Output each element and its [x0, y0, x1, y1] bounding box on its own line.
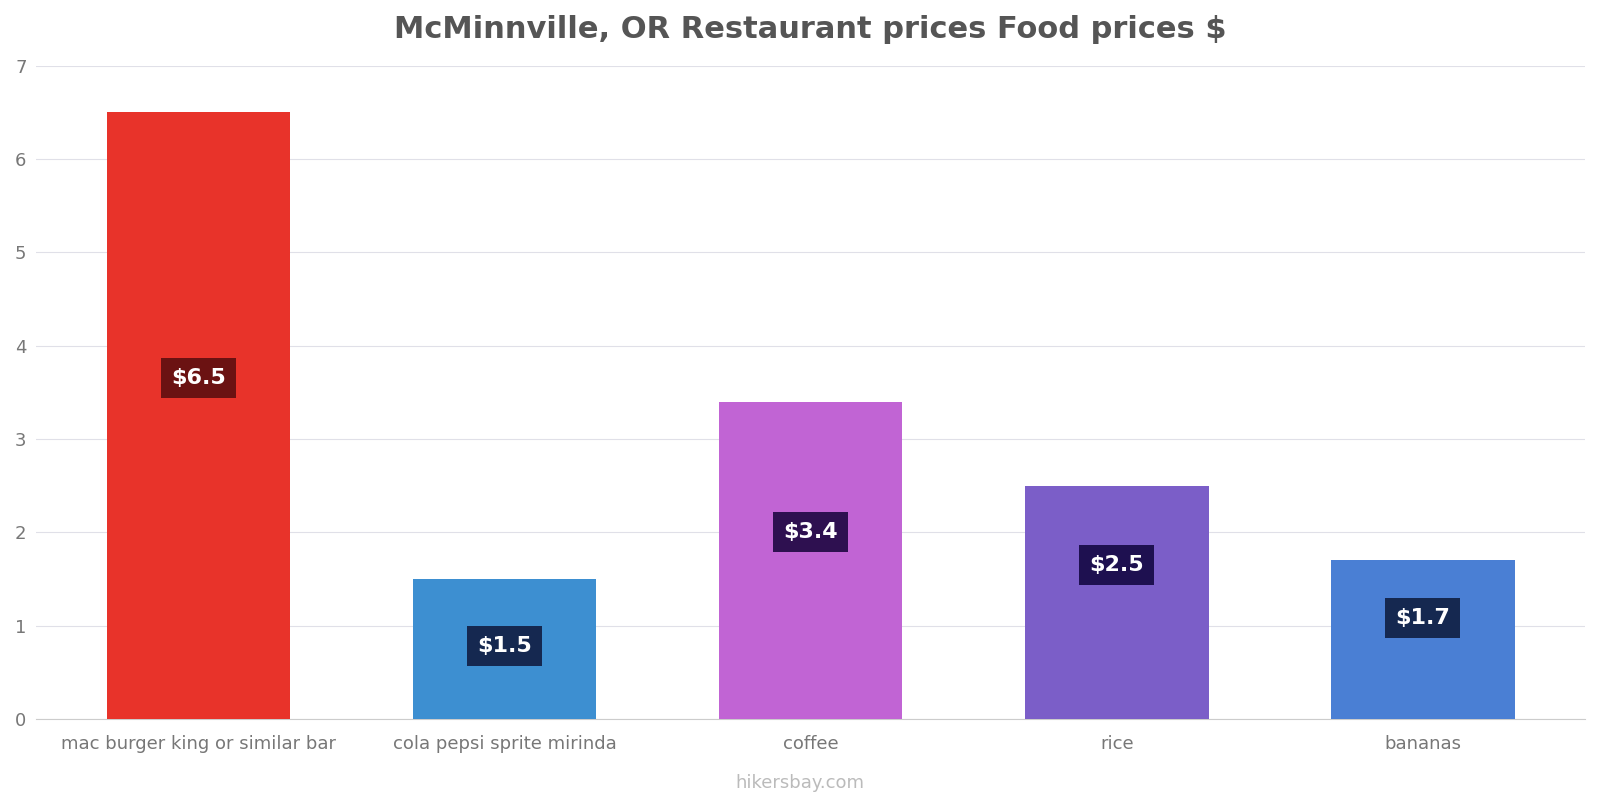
- Text: $1.7: $1.7: [1395, 608, 1450, 628]
- Bar: [413, 579, 597, 719]
- Title: McMinnville, OR Restaurant prices Food prices $: McMinnville, OR Restaurant prices Food p…: [394, 15, 1227, 44]
- Text: $3.4: $3.4: [784, 522, 838, 542]
- Bar: [107, 113, 290, 719]
- Bar: [1331, 560, 1515, 719]
- Text: $2.5: $2.5: [1090, 555, 1144, 575]
- Text: $1.5: $1.5: [477, 636, 531, 656]
- Text: $6.5: $6.5: [171, 369, 226, 389]
- Bar: [1026, 486, 1208, 719]
- Bar: [718, 402, 902, 719]
- Text: hikersbay.com: hikersbay.com: [736, 774, 864, 792]
